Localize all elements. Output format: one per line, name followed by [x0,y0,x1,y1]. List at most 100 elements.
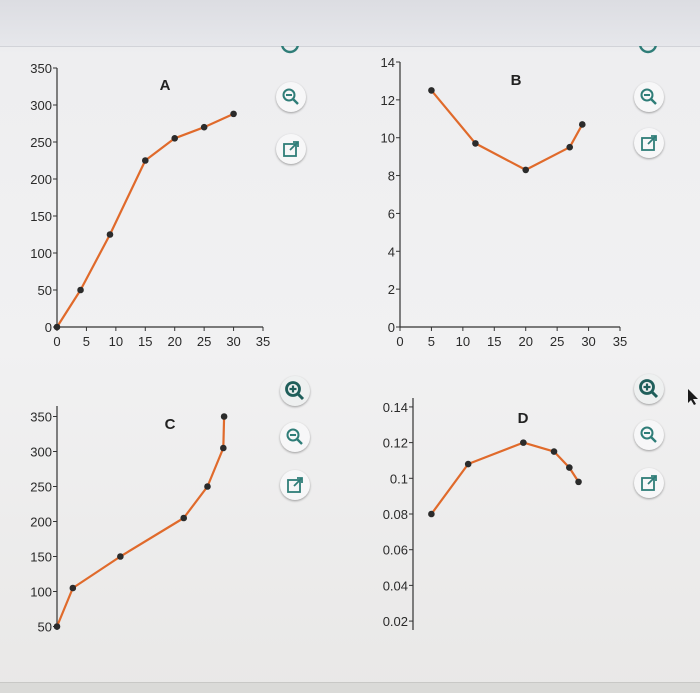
y-tick-label-b: 2 [388,282,395,297]
x-tick-label-a: 5 [83,334,90,349]
zoom-out-button-c[interactable] [280,422,310,452]
data-point-d [566,464,573,471]
series-line-c [55,416,226,627]
zoom-in-icon [639,379,659,399]
x-tick-label-a: 35 [256,334,270,349]
chart-title-b: B [511,72,522,89]
y-tick-label-b: 12 [381,93,395,108]
x-tick-label-a: 0 [53,334,60,349]
y-tick-label-b: 14 [381,55,395,70]
y-tick-label-d: 0.06 [383,543,408,558]
x-tick-label-b: 15 [487,334,501,349]
x-tick-label-b: 35 [613,334,627,349]
y-tick-label-c: 350 [30,410,52,425]
y-tick-label-a: 100 [30,246,52,261]
zoom-out-icon [640,426,657,443]
zoom-in-button-partial-top-left[interactable] [276,46,306,60]
zoom-in-icon [281,46,299,54]
open-external-button-a[interactable] [276,134,306,164]
x-tick-label-b: 25 [550,334,564,349]
y-tick-label-d: 0.12 [383,436,408,451]
y-tick-label-d: 0.02 [383,614,408,629]
chart-title-c: C [165,416,176,433]
data-point-a [230,110,237,118]
open-external-button-d[interactable] [634,468,664,498]
y-tick-label-b: 8 [388,169,395,184]
zoom-in-button-d[interactable] [634,374,664,404]
data-point-a [200,123,208,131]
data-point-c [220,444,227,452]
x-tick-label-b: 20 [518,334,532,349]
bottom-band [0,682,700,693]
x-tick-label-b: 10 [456,334,470,349]
open-external-button-c[interactable] [280,470,310,500]
data-point-c [220,413,228,420]
data-point-c [69,584,77,592]
zoom-in-button-partial-top-right[interactable] [634,46,664,60]
series-line-b [430,89,584,171]
y-tick-label-a: 50 [38,283,52,298]
zoom-out-button-d[interactable] [634,420,664,450]
zoom-in-button-c[interactable] [280,376,310,406]
data-point-d [575,478,582,486]
data-point-a [77,286,84,294]
data-point-b [522,166,530,174]
data-point-a [141,157,149,164]
data-point-b [578,121,586,128]
top-band [0,0,700,47]
data-point-c [204,483,211,490]
y-tick-label-c: 150 [30,550,52,565]
y-tick-label-c: 250 [30,480,52,495]
x-tick-label-a: 25 [197,334,211,349]
chart-title-a: A [160,77,171,94]
data-point-d [464,460,472,468]
zoom-in-icon [639,46,657,54]
y-tick-label-c: 300 [30,445,52,460]
y-tick-label-b: 0 [388,320,395,335]
zoom-out-icon [286,428,303,445]
y-tick-label-b: 10 [381,131,395,146]
y-tick-label-a: 0 [45,320,52,335]
zoom-out-button-a[interactable] [276,82,306,112]
external-link-icon [641,135,657,151]
x-tick-label-a: 30 [226,334,240,349]
x-tick-label-a: 15 [138,334,152,349]
y-tick-label-a: 200 [30,172,52,187]
chart-title-d: D [518,410,529,427]
zoom-out-icon [282,88,299,105]
x-tick-label-b: 5 [428,334,435,349]
x-tick-label-b: 30 [581,334,595,349]
y-tick-label-c: 100 [30,585,52,600]
external-link-icon [287,477,303,493]
external-link-icon [641,475,657,491]
data-point-a [53,323,61,331]
zoom-out-button-b[interactable] [634,82,664,112]
data-point-a [171,135,179,142]
data-point-c [117,553,124,560]
y-tick-label-d: 0.14 [383,400,408,415]
data-point-b [566,143,574,151]
zoom-out-icon [640,88,657,105]
data-point-a [106,231,114,238]
x-tick-label-a: 10 [109,334,123,349]
y-tick-label-b: 6 [388,206,395,221]
y-tick-label-a: 350 [30,61,52,76]
y-tick-label-d: 0.1 [390,471,408,486]
data-point-b [472,140,479,147]
data-point-c [53,623,61,630]
y-tick-label-a: 250 [30,135,52,150]
y-tick-label-a: 300 [30,98,52,113]
mouse-pointer-icon [688,389,698,405]
data-point-d [428,510,435,518]
data-point-d [550,448,558,455]
x-tick-label-a: 20 [167,334,181,349]
zoom-in-icon [285,381,305,401]
series-line-a [56,112,235,328]
y-tick-label-a: 150 [30,209,52,224]
open-external-button-b[interactable] [634,128,664,158]
data-point-b [428,87,435,94]
y-tick-label-d: 0.04 [383,578,408,593]
data-point-d [520,439,527,446]
y-tick-label-c: 200 [30,515,52,530]
